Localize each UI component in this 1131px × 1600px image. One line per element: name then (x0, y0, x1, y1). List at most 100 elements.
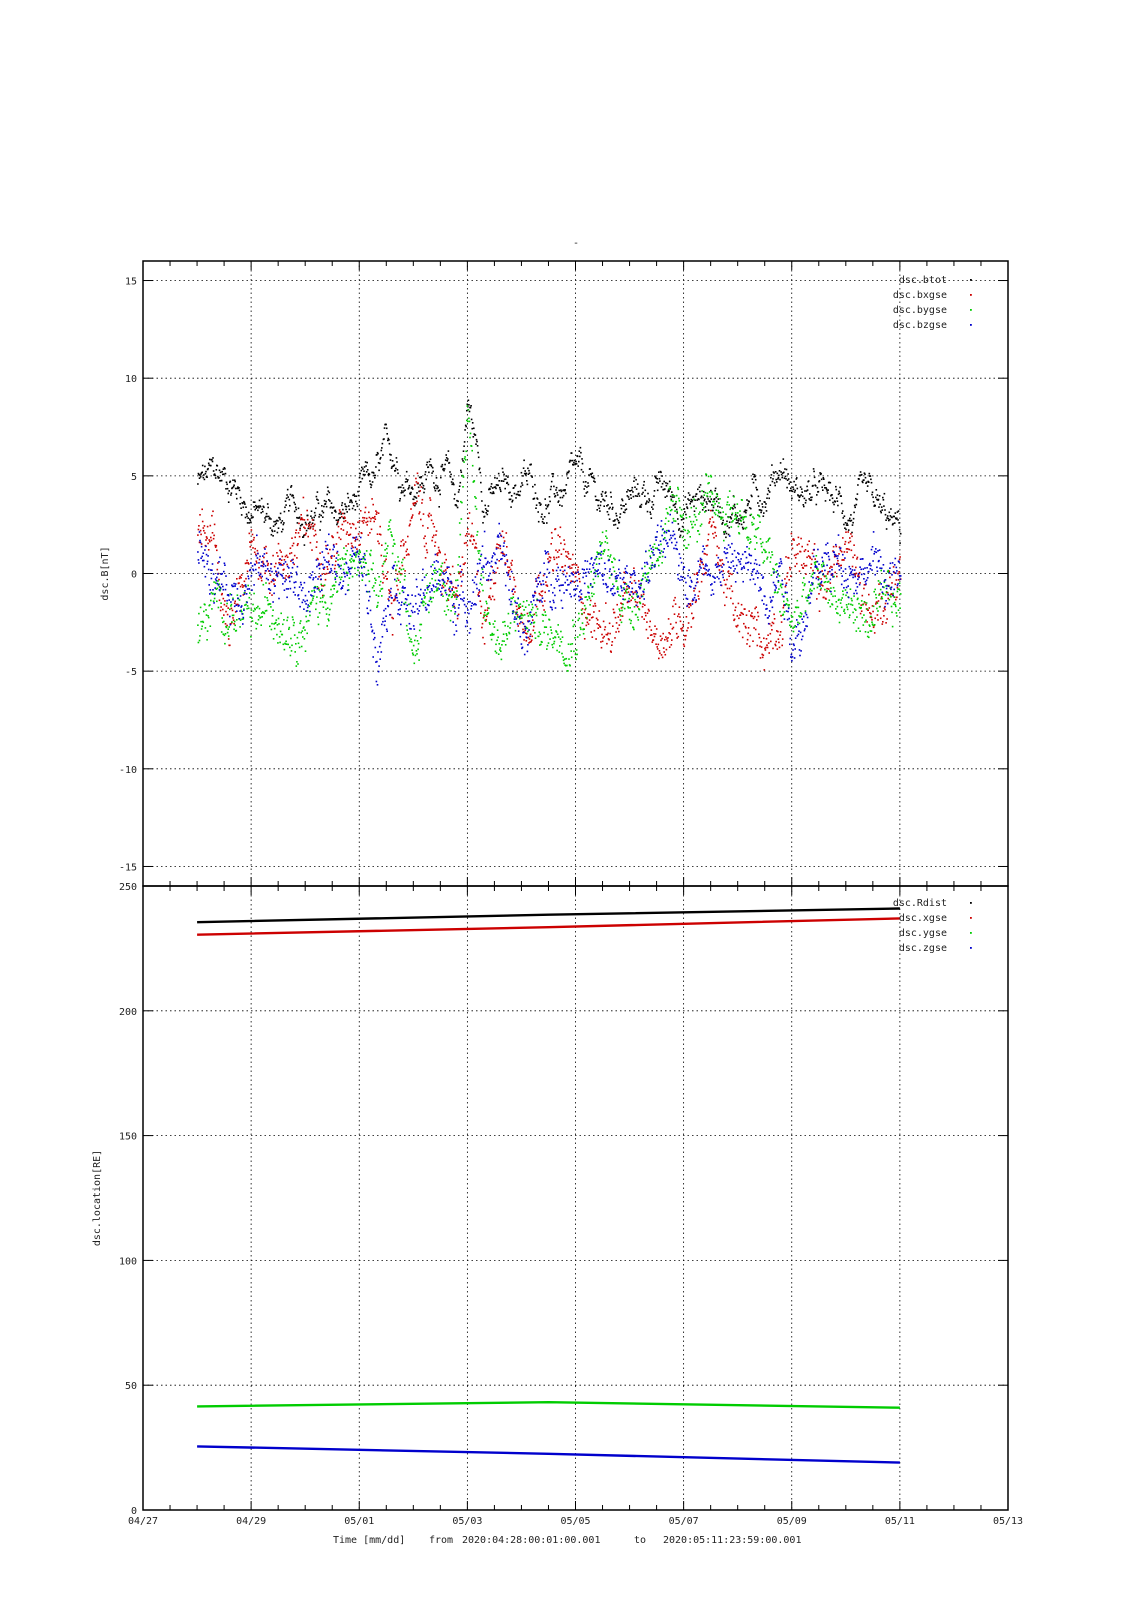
data-point (422, 568, 424, 571)
data-point (798, 499, 800, 502)
data-point (402, 585, 404, 588)
data-point (250, 636, 252, 638)
data-point (233, 622, 235, 625)
data-point (600, 641, 602, 643)
data-point (298, 646, 301, 649)
data-point (574, 463, 576, 466)
data-point (532, 629, 535, 632)
data-point (325, 505, 328, 508)
data-point (813, 476, 816, 479)
data-point (669, 633, 671, 635)
data-point (475, 438, 478, 441)
data-point (264, 548, 266, 550)
data-point (741, 499, 743, 501)
data-point (497, 484, 499, 487)
data-point (255, 553, 257, 556)
data-point (619, 609, 621, 612)
data-point (649, 544, 651, 547)
data-point (433, 486, 436, 488)
data-point (726, 525, 729, 527)
data-point (467, 399, 470, 402)
data-point (590, 592, 593, 595)
data-point (275, 621, 277, 624)
data-point (767, 538, 770, 540)
data-point (461, 458, 464, 460)
data-point (769, 484, 772, 486)
data-point (608, 507, 610, 510)
data-point (535, 504, 538, 506)
data-point (259, 573, 262, 575)
data-point (530, 614, 532, 617)
data-point (342, 585, 344, 587)
data-point (665, 482, 667, 484)
data-point (542, 620, 544, 622)
data-point (719, 581, 722, 583)
data-point (636, 495, 638, 497)
data-point (477, 595, 480, 597)
data-point (543, 631, 545, 634)
data-point (511, 612, 514, 615)
data-point (728, 521, 731, 523)
data-point (717, 561, 719, 564)
data-point (726, 578, 728, 581)
data-point (510, 562, 512, 564)
data-point (448, 566, 450, 568)
data-point (462, 600, 465, 602)
data-point (392, 599, 395, 602)
data-point (218, 585, 221, 588)
data-point (777, 477, 780, 479)
data-point (254, 563, 256, 566)
data-point (201, 508, 203, 511)
data-point (220, 593, 223, 596)
data-point (434, 545, 436, 547)
data-point (681, 579, 683, 581)
data-point (382, 454, 384, 456)
data-point (370, 486, 372, 489)
data-point (468, 404, 470, 406)
data-point (198, 562, 200, 564)
data-point (340, 513, 342, 515)
data-point (405, 624, 408, 627)
data-point (503, 555, 506, 557)
data-point (479, 600, 482, 602)
data-point (252, 516, 254, 518)
data-point (255, 507, 258, 510)
data-point (897, 572, 899, 575)
data-point (369, 480, 371, 482)
data-point (858, 606, 861, 609)
data-point (514, 616, 516, 618)
data-point (247, 577, 250, 580)
data-point (727, 533, 730, 536)
data-point (674, 603, 677, 605)
data-point (248, 532, 251, 535)
data-point (323, 568, 325, 570)
data-point (286, 563, 288, 566)
data-point (877, 619, 879, 621)
data-point (310, 574, 313, 576)
data-point (461, 501, 463, 504)
data-point (675, 632, 678, 635)
data-point (649, 568, 652, 570)
data-point (232, 619, 235, 621)
data-point (845, 531, 847, 533)
data-point (477, 451, 479, 454)
data-point (357, 555, 360, 558)
data-point (789, 621, 792, 623)
data-point (211, 460, 214, 463)
data-point (404, 570, 406, 572)
data-point (480, 555, 482, 557)
data-point (663, 651, 665, 653)
data-point (450, 582, 453, 585)
data-point (575, 588, 578, 590)
data-point (509, 627, 511, 629)
data-point (615, 515, 618, 517)
data-point (371, 471, 373, 474)
data-point (627, 607, 630, 609)
data-point (551, 537, 553, 539)
data-point (678, 613, 680, 615)
data-point (270, 606, 272, 608)
data-point (846, 551, 848, 553)
data-point (258, 558, 261, 561)
data-point (395, 594, 398, 597)
data-point (328, 533, 330, 536)
